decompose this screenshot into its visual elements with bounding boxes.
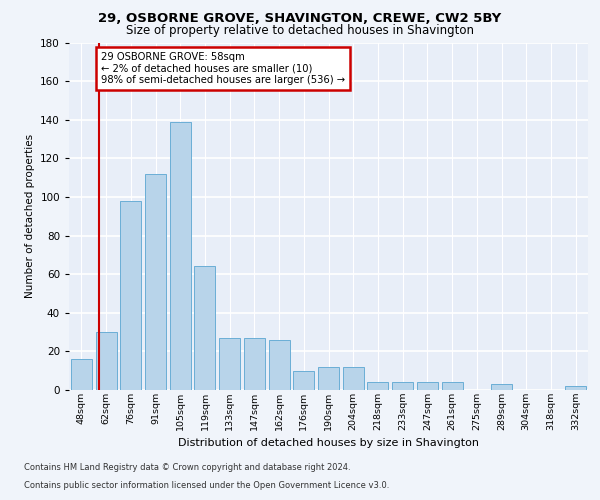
Bar [71, 359, 92, 390]
Bar [392, 382, 413, 390]
X-axis label: Distribution of detached houses by size in Shavington: Distribution of detached houses by size … [178, 438, 479, 448]
Bar [95, 332, 116, 390]
Bar [565, 386, 586, 390]
Text: Contains HM Land Registry data © Crown copyright and database right 2024.: Contains HM Land Registry data © Crown c… [24, 464, 350, 472]
Bar [417, 382, 438, 390]
Bar [170, 122, 191, 390]
Text: Size of property relative to detached houses in Shavington: Size of property relative to detached ho… [126, 24, 474, 37]
Bar [145, 174, 166, 390]
Bar [120, 201, 141, 390]
Bar [442, 382, 463, 390]
Bar [244, 338, 265, 390]
Text: 29, OSBORNE GROVE, SHAVINGTON, CREWE, CW2 5BY: 29, OSBORNE GROVE, SHAVINGTON, CREWE, CW… [98, 12, 502, 26]
Bar [318, 367, 339, 390]
Text: 29 OSBORNE GROVE: 58sqm
← 2% of detached houses are smaller (10)
98% of semi-det: 29 OSBORNE GROVE: 58sqm ← 2% of detached… [101, 52, 345, 86]
Bar [269, 340, 290, 390]
Y-axis label: Number of detached properties: Number of detached properties [25, 134, 35, 298]
Bar [343, 367, 364, 390]
Bar [194, 266, 215, 390]
Bar [219, 338, 240, 390]
Bar [293, 370, 314, 390]
Text: Contains public sector information licensed under the Open Government Licence v3: Contains public sector information licen… [24, 481, 389, 490]
Bar [491, 384, 512, 390]
Bar [367, 382, 388, 390]
